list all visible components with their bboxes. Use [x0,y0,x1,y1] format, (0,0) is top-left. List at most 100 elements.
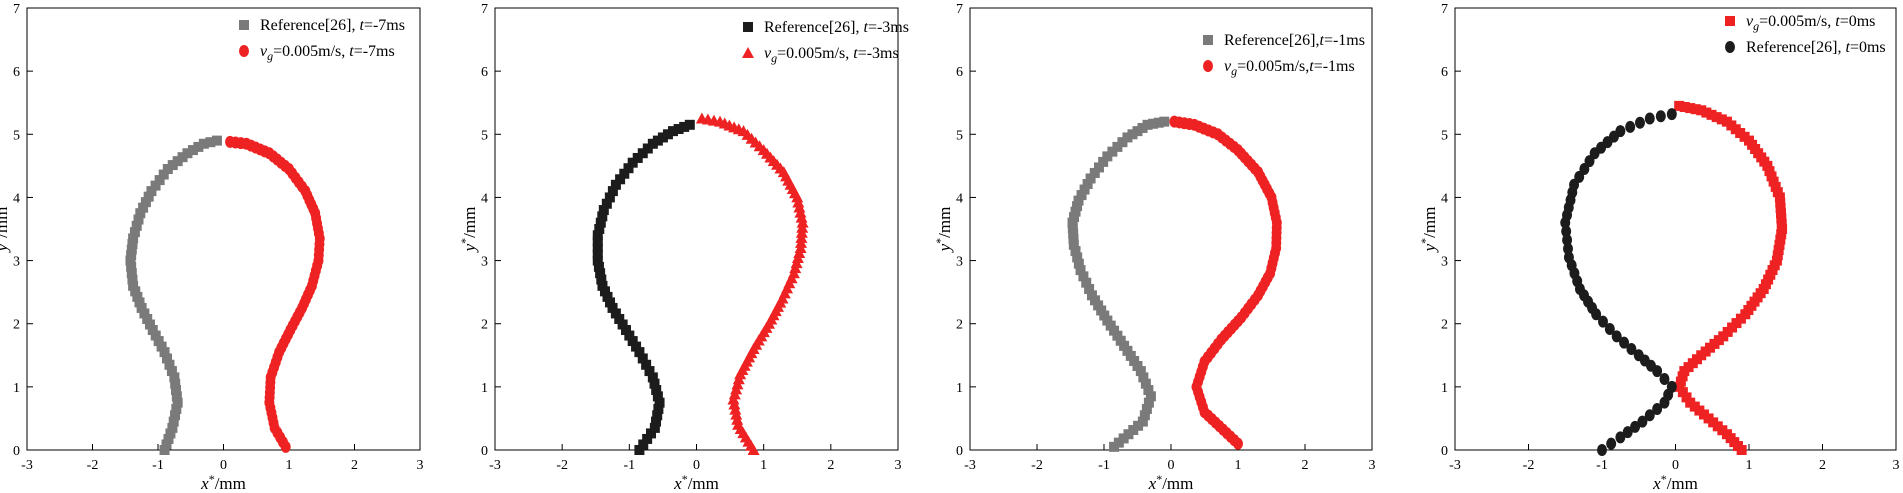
data-point [165,428,176,439]
legend-marker [742,47,754,58]
data-point [1132,361,1143,372]
data-point [1067,223,1078,234]
y-tick-label: 1 [1441,381,1448,396]
data-point [147,325,158,336]
data-point [614,313,625,324]
data-point [1764,166,1775,177]
data-point [162,353,173,364]
panel-3: -3 -2 -1 0 1 2 3 0 1 2 3 4 5 6 7 x*/mm y*/mm Reference[26… [933,2,1376,493]
data-point [170,410,181,421]
x-tick-label: -3 [1449,458,1461,473]
data-point [161,439,172,450]
data-point [128,233,139,244]
data-point [1148,118,1159,129]
data-point [793,201,806,213]
data-point [1768,176,1779,187]
data-point [1685,103,1696,114]
data-point [624,330,635,341]
data-point [1067,217,1078,228]
data-point [1659,372,1670,385]
series-1 [1674,100,1788,455]
data-point [1070,206,1081,217]
y-axis-label: y*/mm [458,207,479,254]
x-tick-label: 0 [1672,458,1679,473]
data-point [1142,119,1153,130]
data-point [1696,105,1707,116]
x-axis-label: x*/mm [673,472,719,493]
data-point [125,255,136,266]
x-tick-label: -3 [21,458,33,473]
y-tick-label: 4 [13,191,20,206]
data-point [649,422,660,433]
x-tick-label: -2 [1031,458,1043,473]
y-tick-label: 7 [956,2,963,17]
data-point [1081,277,1092,288]
data-point [1129,355,1140,366]
data-point [1073,258,1084,269]
legend-label: vg​=0.005m/s, t=-7ms [260,43,395,63]
data-point [144,319,155,330]
series-2 [225,135,325,453]
data-point [1099,310,1110,321]
data-point [1690,104,1701,115]
y-tick-label: 1 [956,381,963,396]
data-point [602,291,613,302]
x-tick-label: -3 [489,458,501,473]
y-tick-label: 3 [481,255,488,270]
data-point [1112,141,1123,152]
data-point [1604,322,1615,335]
data-point [1674,381,1685,392]
legend-label: vg​=0.005m/s, t=-3ms [764,45,899,65]
x-tick-label: 3 [417,458,424,473]
data-point [198,138,209,149]
data-point [747,444,760,455]
data-point [599,286,610,297]
data-point [679,121,690,132]
data-point [1141,403,1152,414]
y-tick-label: 0 [13,444,20,459]
data-point [1666,108,1677,121]
x-axis-label: x*/mm [1652,472,1698,493]
data-point [1775,234,1786,245]
data-point [1076,190,1087,201]
data-point [796,216,809,228]
data-point [607,302,618,313]
data-point [1774,239,1785,250]
data-point [1652,402,1663,415]
data-point [592,242,603,253]
data-point [1122,132,1133,143]
data-point [620,325,631,336]
data-point [1774,192,1785,203]
data-point [653,403,664,414]
legend-label: vg​=0.005m/s,t=-1ms [1224,58,1355,78]
data-point [1098,156,1109,167]
data-point [1093,300,1104,311]
x-tick-label: -2 [1523,458,1535,473]
data-point [727,393,740,405]
data-point [1093,162,1104,173]
data-point [1776,213,1787,224]
data-point [1591,308,1602,321]
data-point [1606,437,1617,450]
data-point [1772,187,1783,198]
data-point [126,268,137,279]
series-1 [125,135,222,455]
data-point [142,313,153,324]
y-tick-label: 4 [1441,191,1448,206]
data-point [645,428,656,439]
data-point [1140,378,1151,389]
data-point [731,413,744,425]
data-point [129,227,140,238]
data-point [1072,252,1083,263]
data-point [662,129,673,140]
data-point [667,126,678,137]
y-axis-label: y*/mm [933,207,954,254]
data-point [647,138,658,149]
data-point [1597,444,1607,456]
data-point [657,132,668,143]
data-point [1127,129,1138,140]
data-point [596,274,607,285]
data-point [632,152,643,163]
x-tick-label: 3 [1369,458,1376,473]
data-point [637,148,648,159]
